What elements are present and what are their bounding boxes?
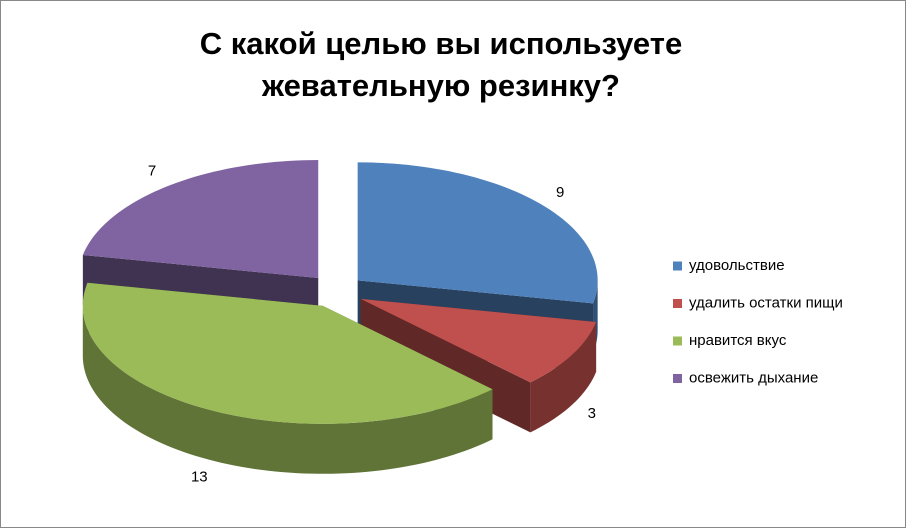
legend-swatch (673, 336, 682, 346)
slice-wall (530, 321, 597, 433)
legend-label: освежить дыхание (689, 369, 818, 386)
legend-swatch (673, 374, 682, 383)
slice (360, 298, 597, 383)
data-label: 7 (148, 162, 156, 179)
slice (82, 160, 319, 279)
legend-label: нравится вкус (689, 332, 787, 349)
legend-swatch (673, 261, 682, 271)
legend-swatch (673, 299, 682, 308)
slice-wall (82, 305, 493, 474)
data-label: 13 (191, 468, 208, 485)
data-label: 3 (588, 405, 596, 422)
data-label: 9 (556, 184, 564, 201)
legend-label: удовольствие (689, 257, 785, 274)
legend-label: удалить остатки пищи (689, 294, 843, 311)
slice (82, 282, 493, 424)
chart-title: С какой целью вы используете жевательную… (199, 26, 683, 103)
slice (357, 162, 598, 304)
